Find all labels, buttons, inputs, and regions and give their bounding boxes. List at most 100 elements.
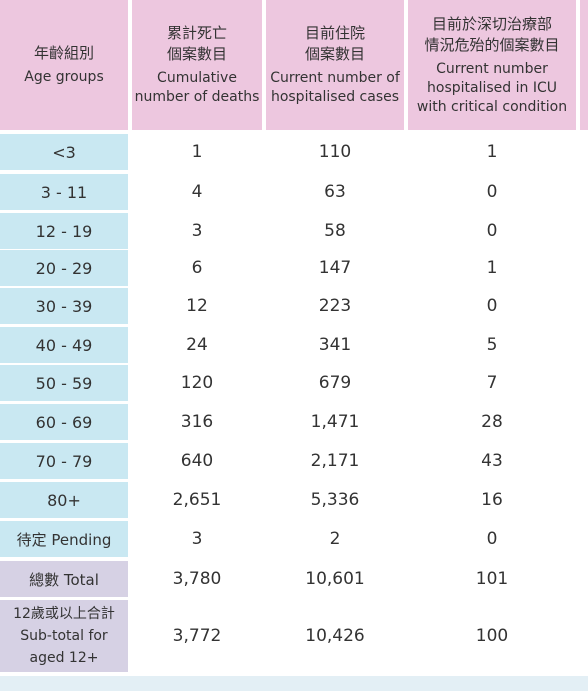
age-group-label: 70 - 79 <box>35 451 93 471</box>
total-value-cell-deaths: 3,772 <box>132 600 262 672</box>
value-hospitalised: 1,471 <box>310 412 360 432</box>
total-value-hospitalised: 10,426 <box>305 626 365 646</box>
age-group-cell: 80+ <box>0 482 128 518</box>
age-group-cell: 50 - 59 <box>0 365 128 401</box>
value-cell-hospitalised: 679 <box>266 365 404 401</box>
value-deaths: 640 <box>180 451 214 471</box>
value-hospitalised: 110 <box>318 142 352 162</box>
age-group-label: <3 <box>52 142 76 162</box>
value-hospitalised: 58 <box>324 221 346 241</box>
total-edge-cell <box>580 600 588 672</box>
age-group-cell: 待定 Pending <box>0 521 128 557</box>
total-value-deaths: 3,780 <box>172 569 222 589</box>
value-deaths: 12 <box>186 296 208 316</box>
value-deaths: 3 <box>191 529 203 549</box>
value-deaths: 1 <box>191 142 203 162</box>
value-cell-deaths: 6 <box>132 250 262 286</box>
value-icu: 43 <box>481 451 503 471</box>
header-label-en: Current number of hospitalised cases <box>270 70 400 105</box>
age-group-cell: 70 - 79 <box>0 443 128 479</box>
total-value-cell-hospitalised: 10,601 <box>266 561 404 597</box>
header-cell: 年齡組別 Age groups <box>0 0 128 130</box>
value-hospitalised: 341 <box>318 335 352 355</box>
value-cell-deaths: 1 <box>132 134 262 170</box>
age-group-cell: 20 - 29 <box>0 250 128 286</box>
age-group-label: 20 - 29 <box>35 258 93 278</box>
row-edge-cell <box>580 365 588 401</box>
value-cell-deaths: 4 <box>132 174 262 210</box>
header-label-zh: 目前住院 個案數目 <box>304 24 365 63</box>
value-cell-icu: 0 <box>408 521 576 557</box>
row-edge-cell <box>580 250 588 286</box>
value-cell-icu: 0 <box>408 288 576 324</box>
value-deaths: 120 <box>180 373 214 393</box>
value-cell-icu: 7 <box>408 365 576 401</box>
value-cell-deaths: 24 <box>132 327 262 363</box>
header-cell: 累計死亡 個案數目 Cumulative number of deaths <box>132 0 262 130</box>
value-icu: 0 <box>486 296 498 316</box>
row-edge-cell <box>580 134 588 170</box>
value-icu: 5 <box>486 335 498 355</box>
value-cell-deaths: 640 <box>132 443 262 479</box>
value-icu: 28 <box>481 412 503 432</box>
value-cell-hospitalised: 2,171 <box>266 443 404 479</box>
row-edge-cell <box>580 213 588 249</box>
row-edge-cell <box>580 174 588 210</box>
age-group-cell: 60 - 69 <box>0 404 128 440</box>
age-group-label: 3 - 11 <box>40 182 88 202</box>
header-cell: 目前住院 個案數目 Current number of hospitalised … <box>266 0 404 130</box>
total-value-deaths: 3,772 <box>172 626 222 646</box>
value-cell-icu: 43 <box>408 443 576 479</box>
value-cell-hospitalised: 1,471 <box>266 404 404 440</box>
header-label-zh: 目前於深切治療部 情況危殆的個案數目 <box>424 14 560 54</box>
value-cell-deaths: 120 <box>132 365 262 401</box>
row-edge-cell <box>580 404 588 440</box>
value-cell-deaths: 316 <box>132 404 262 440</box>
total-edge-cell <box>580 561 588 597</box>
value-cell-icu: 5 <box>408 327 576 363</box>
value-icu: 1 <box>486 258 498 278</box>
total-value-cell-icu: 100 <box>408 600 576 672</box>
value-deaths: 3 <box>191 221 203 241</box>
value-cell-deaths: 3 <box>132 521 262 557</box>
header-cell: 目前於深切治療部 情況危殆的個案數目 Current number hospita… <box>408 0 576 130</box>
total-label: 12歲或以上合計 Sub-total for aged 12+ <box>13 606 115 666</box>
total-value-icu: 101 <box>475 569 509 589</box>
header-label-zh: 累計死亡 個案數目 <box>166 24 227 63</box>
row-edge-cell <box>580 443 588 479</box>
value-hospitalised: 2 <box>329 529 341 549</box>
value-deaths: 316 <box>180 412 214 432</box>
value-icu: 0 <box>486 529 498 549</box>
value-cell-icu: 1 <box>408 134 576 170</box>
age-group-label: 50 - 59 <box>35 373 93 393</box>
value-cell-deaths: 3 <box>132 213 262 249</box>
value-cell-hospitalised: 5,336 <box>266 482 404 518</box>
value-cell-icu: 1 <box>408 250 576 286</box>
value-cell-icu: 0 <box>408 174 576 210</box>
age-group-cell: <3 <box>0 134 128 170</box>
header-cell-edge <box>580 0 588 130</box>
value-icu: 1 <box>486 142 498 162</box>
value-cell-hospitalised: 58 <box>266 213 404 249</box>
age-group-cell: 30 - 39 <box>0 288 128 324</box>
value-cell-hospitalised: 110 <box>266 134 404 170</box>
value-deaths: 4 <box>191 182 203 202</box>
row-edge-cell <box>580 482 588 518</box>
value-hospitalised: 679 <box>318 373 352 393</box>
total-label: 總數 Total <box>29 570 99 589</box>
age-group-cell: 12 - 19 <box>0 213 128 249</box>
age-group-label: 60 - 69 <box>35 412 93 432</box>
age-group-label: 12 - 19 <box>35 221 93 241</box>
row-edge-cell <box>580 288 588 324</box>
value-hospitalised: 2,171 <box>310 451 360 471</box>
age-group-cell: 40 - 49 <box>0 327 128 363</box>
value-cell-hospitalised: 63 <box>266 174 404 210</box>
age-group-label: 30 - 39 <box>35 296 93 316</box>
header-label-en: Current number hospitalised in ICU with … <box>416 60 568 115</box>
value-cell-icu: 16 <box>408 482 576 518</box>
value-hospitalised: 147 <box>318 258 352 278</box>
value-cell-hospitalised: 223 <box>266 288 404 324</box>
total-value-icu: 100 <box>475 626 509 646</box>
value-cell-hospitalised: 2 <box>266 521 404 557</box>
